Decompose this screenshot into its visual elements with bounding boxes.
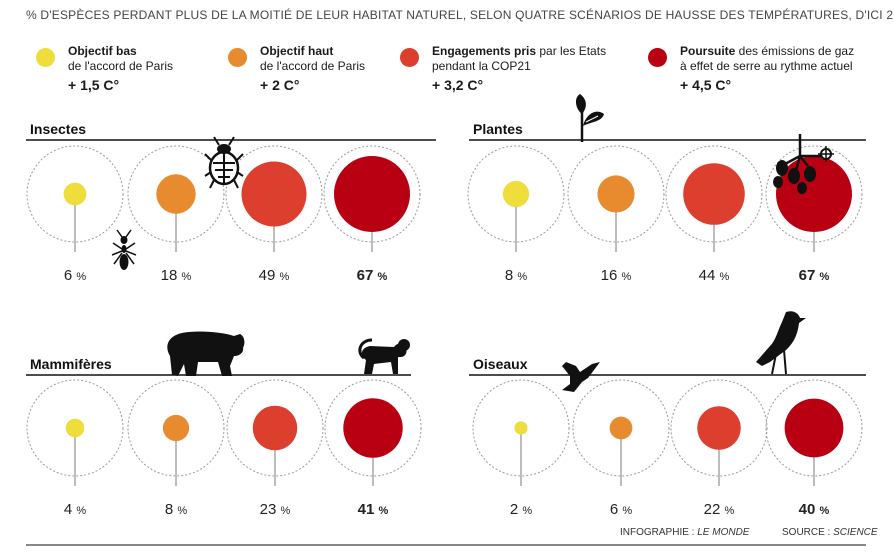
value-bubble <box>502 180 530 208</box>
outer-ring <box>323 145 421 243</box>
monkey-icon <box>358 338 410 374</box>
legend-dot <box>648 48 667 67</box>
panel-plantes: Plantes 8 % 16 % 44 % 67 % <box>467 121 866 284</box>
value-bubble <box>65 418 85 438</box>
value-label: 8 % <box>505 267 528 284</box>
value-bubble <box>156 174 196 214</box>
value-bubble <box>162 414 190 442</box>
value-bubble <box>597 175 635 213</box>
beetle-icon <box>204 136 244 189</box>
panel-title: Oiseaux <box>473 356 528 372</box>
outer-ring <box>765 379 863 477</box>
legend-line2: de l'accord de Paris <box>68 59 174 73</box>
legend-temp: + 2 C° <box>260 77 300 93</box>
value-label: 67 % <box>357 267 388 284</box>
credit-source: SOURCE : SCIENCE <box>782 527 878 538</box>
value-bubble <box>343 398 403 458</box>
leaf-sprig-icon <box>575 94 604 142</box>
value-label: 41 % <box>358 501 389 518</box>
outer-ring <box>665 145 763 243</box>
outer-ring <box>670 379 768 477</box>
value-label: 18 % <box>161 267 192 284</box>
value-bubble <box>252 405 298 451</box>
panel-insectes: Insectes 6 % 18 % 49 % 67 % <box>26 121 436 284</box>
outer-ring <box>226 379 324 477</box>
outer-ring <box>26 379 124 477</box>
outer-ring <box>567 145 665 243</box>
legend-dot <box>400 48 419 67</box>
legend-bold: Engagements pris <box>432 44 537 58</box>
value-label: 49 % <box>259 267 290 284</box>
legend-line2: pendant la COP21 <box>432 59 531 73</box>
outer-ring <box>26 145 124 243</box>
legend-line2: de l'accord de Paris <box>260 59 366 73</box>
value-label: 2 % <box>510 501 533 518</box>
value-bubble <box>683 163 745 225</box>
mistletoe-icon <box>773 134 834 194</box>
bird-perched-icon <box>756 311 806 375</box>
legend-temp: + 3,2 C° <box>432 77 484 93</box>
value-bubble <box>63 182 87 206</box>
value-bubble <box>514 421 528 435</box>
legend-dot <box>36 48 55 67</box>
credit-infographie: INFOGRAPHIE : LE MONDE <box>620 527 750 538</box>
outer-ring <box>225 145 323 243</box>
panel-title: Mammifères <box>30 356 112 372</box>
outer-ring <box>127 379 225 477</box>
legend-dot <box>228 48 247 67</box>
value-label: 67 % <box>799 267 830 284</box>
outer-ring <box>467 145 565 243</box>
value-bubble <box>697 406 741 450</box>
legend-temp: + 4,5 C° <box>680 77 732 93</box>
value-label: 6 % <box>64 267 87 284</box>
value-bubble <box>784 398 844 458</box>
value-bubble <box>334 156 410 232</box>
outer-ring <box>472 379 570 477</box>
outer-ring <box>572 379 670 477</box>
panel-title: Insectes <box>30 121 86 137</box>
legend-line2: à effet de serre au rythme actuel <box>680 59 853 73</box>
bear-icon <box>167 331 245 376</box>
value-label: 44 % <box>699 267 730 284</box>
legend-bold: Objectif haut <box>260 44 334 58</box>
legend-bold: Poursuite <box>680 44 736 58</box>
value-label: 4 % <box>64 501 87 518</box>
panel-oiseaux: Oiseaux 2 % 6 % 22 % 40 % <box>469 356 866 518</box>
outer-ring <box>127 145 225 243</box>
legend-temp: + 1,5 C° <box>68 77 120 93</box>
value-label: 8 % <box>165 501 188 518</box>
panel-title: Plantes <box>473 121 523 137</box>
ant-icon <box>111 229 137 270</box>
value-label: 6 % <box>610 501 633 518</box>
outer-ring <box>324 379 422 477</box>
value-label: 23 % <box>260 501 291 518</box>
outer-ring <box>765 145 863 243</box>
panel-mammifères: Mammifères 4 % 8 % 23 % 41 % <box>26 356 422 518</box>
chart-title: % D'ESPÈCES PERDANT PLUS DE LA MOITIÉ DE… <box>26 8 894 22</box>
value-label: 22 % <box>704 501 735 518</box>
value-label: 16 % <box>601 267 632 284</box>
legend-bold: Objectif bas <box>68 44 137 58</box>
bird-flying-icon <box>562 362 600 392</box>
value-bubble <box>241 161 307 227</box>
value-label: 40 % <box>799 501 830 518</box>
value-bubble <box>609 416 633 440</box>
